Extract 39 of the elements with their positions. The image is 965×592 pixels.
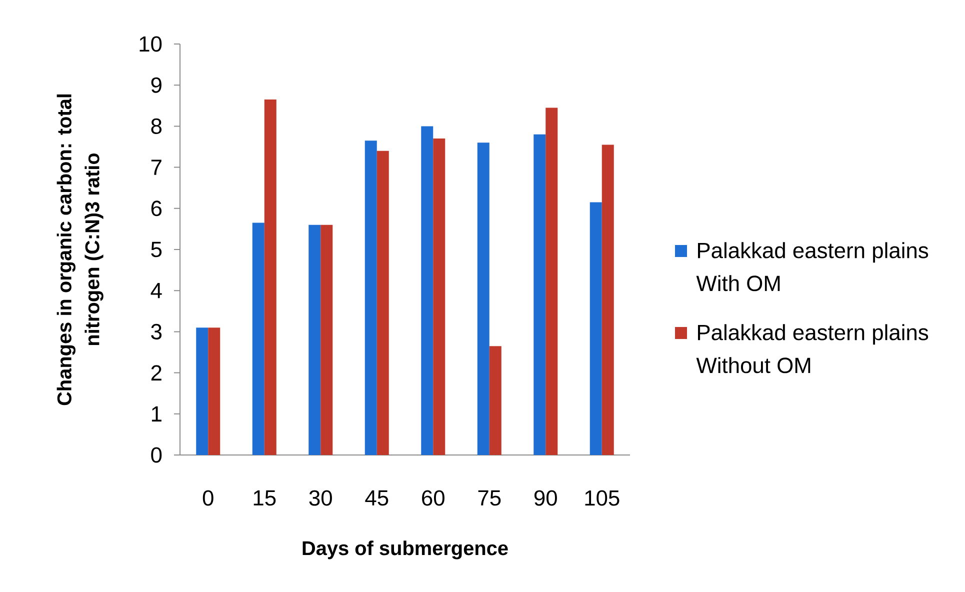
bar bbox=[364, 140, 377, 455]
bar bbox=[477, 142, 490, 455]
legend-label: Palakkad eastern plains With OM bbox=[696, 242, 928, 292]
bar bbox=[196, 328, 208, 455]
bar bbox=[308, 224, 321, 455]
x-tick-label: 90 bbox=[534, 490, 557, 506]
y-tick-label: 10 bbox=[140, 36, 162, 52]
bar bbox=[590, 202, 602, 455]
bar bbox=[208, 328, 220, 455]
y-tick-label: 9 bbox=[151, 77, 162, 93]
legend-label: Palakkad eastern plains Without OM bbox=[696, 324, 928, 374]
x-tick-label: 0 bbox=[202, 490, 214, 506]
bar bbox=[320, 224, 333, 455]
y-tick-label: 7 bbox=[151, 160, 162, 175]
bar bbox=[546, 108, 558, 455]
x-tick-label: 60 bbox=[422, 490, 444, 506]
bar bbox=[534, 134, 546, 455]
y-tick-label: 1 bbox=[152, 406, 162, 422]
y-tick-label: 2 bbox=[151, 365, 162, 380]
y-tick-label: 5 bbox=[151, 242, 162, 258]
bar bbox=[489, 346, 502, 455]
bar bbox=[252, 222, 264, 455]
y-tick-label: 8 bbox=[151, 118, 162, 134]
x-tick-label: 45 bbox=[365, 490, 388, 506]
bar bbox=[602, 144, 614, 455]
y-axis-title: Changes in organic carbon: total nitrogen (C:N)3 ratio bbox=[56, 94, 104, 406]
x-axis-title: Days of submergence bbox=[302, 540, 508, 560]
y-tick-label: 4 bbox=[150, 283, 162, 298]
y-tick-label: 3 bbox=[151, 324, 162, 340]
x-tick-label: 75 bbox=[478, 490, 501, 506]
y-tick-label: 0 bbox=[151, 447, 162, 463]
bar bbox=[421, 126, 434, 455]
y-tick-label: 6 bbox=[151, 200, 162, 216]
bar bbox=[264, 99, 276, 455]
x-tick-label: 30 bbox=[309, 490, 332, 506]
x-tick-label: 15 bbox=[254, 490, 276, 506]
bar bbox=[433, 138, 446, 455]
x-tick-label: 105 bbox=[585, 490, 620, 506]
bar bbox=[376, 150, 389, 455]
